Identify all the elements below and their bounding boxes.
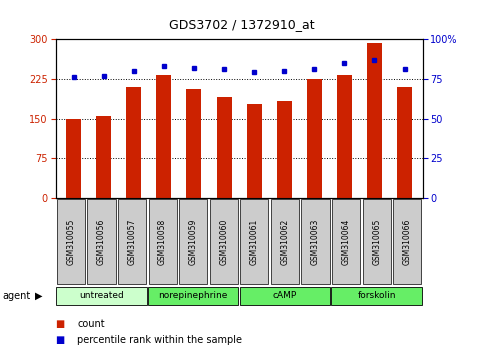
Bar	[56, 287, 147, 305]
Bar	[397, 87, 412, 198]
Text: GSM310056: GSM310056	[97, 218, 106, 265]
Bar	[331, 287, 422, 305]
Bar	[210, 199, 238, 284]
Text: percentile rank within the sample: percentile rank within the sample	[77, 335, 242, 345]
Bar	[148, 287, 239, 305]
Text: forskolin: forskolin	[357, 291, 396, 301]
Text: agent: agent	[2, 291, 30, 301]
Bar	[179, 199, 207, 284]
Bar	[149, 199, 177, 284]
Text: GSM310062: GSM310062	[281, 218, 289, 265]
Text: ■: ■	[56, 319, 65, 329]
Text: norepinephrine: norepinephrine	[158, 291, 228, 301]
Bar	[337, 75, 352, 198]
Text: GSM310061: GSM310061	[250, 218, 259, 265]
Bar	[247, 104, 262, 198]
Text: cAMP: cAMP	[273, 291, 297, 301]
Text: GSM310064: GSM310064	[341, 218, 351, 265]
Text: GSM310063: GSM310063	[311, 218, 320, 265]
Bar	[271, 199, 299, 284]
Text: GSM310057: GSM310057	[128, 218, 137, 265]
Bar	[216, 97, 231, 198]
Bar	[332, 199, 360, 284]
Bar	[363, 199, 391, 284]
Bar	[87, 199, 115, 284]
Text: untreated: untreated	[79, 291, 124, 301]
Text: GSM310060: GSM310060	[219, 218, 228, 265]
Bar	[393, 199, 421, 284]
Text: GSM310066: GSM310066	[403, 218, 412, 265]
Bar	[240, 287, 330, 305]
Text: ▶: ▶	[35, 291, 43, 301]
Text: GSM310059: GSM310059	[189, 218, 198, 265]
Text: GSM310058: GSM310058	[158, 218, 167, 265]
Text: ■: ■	[56, 335, 65, 345]
Bar	[118, 199, 146, 284]
Text: GSM310065: GSM310065	[372, 218, 381, 265]
Bar	[186, 89, 201, 198]
Bar	[57, 199, 85, 284]
Text: GDS3702 / 1372910_at: GDS3702 / 1372910_at	[169, 18, 314, 31]
Bar	[301, 199, 329, 284]
Text: GSM310055: GSM310055	[66, 218, 75, 265]
Text: count: count	[77, 319, 105, 329]
Bar	[307, 79, 322, 198]
Bar	[66, 119, 81, 198]
Bar	[367, 43, 382, 198]
Bar	[156, 75, 171, 198]
Bar	[241, 199, 269, 284]
Bar	[277, 101, 292, 198]
Bar	[96, 116, 111, 198]
Bar	[126, 87, 142, 198]
